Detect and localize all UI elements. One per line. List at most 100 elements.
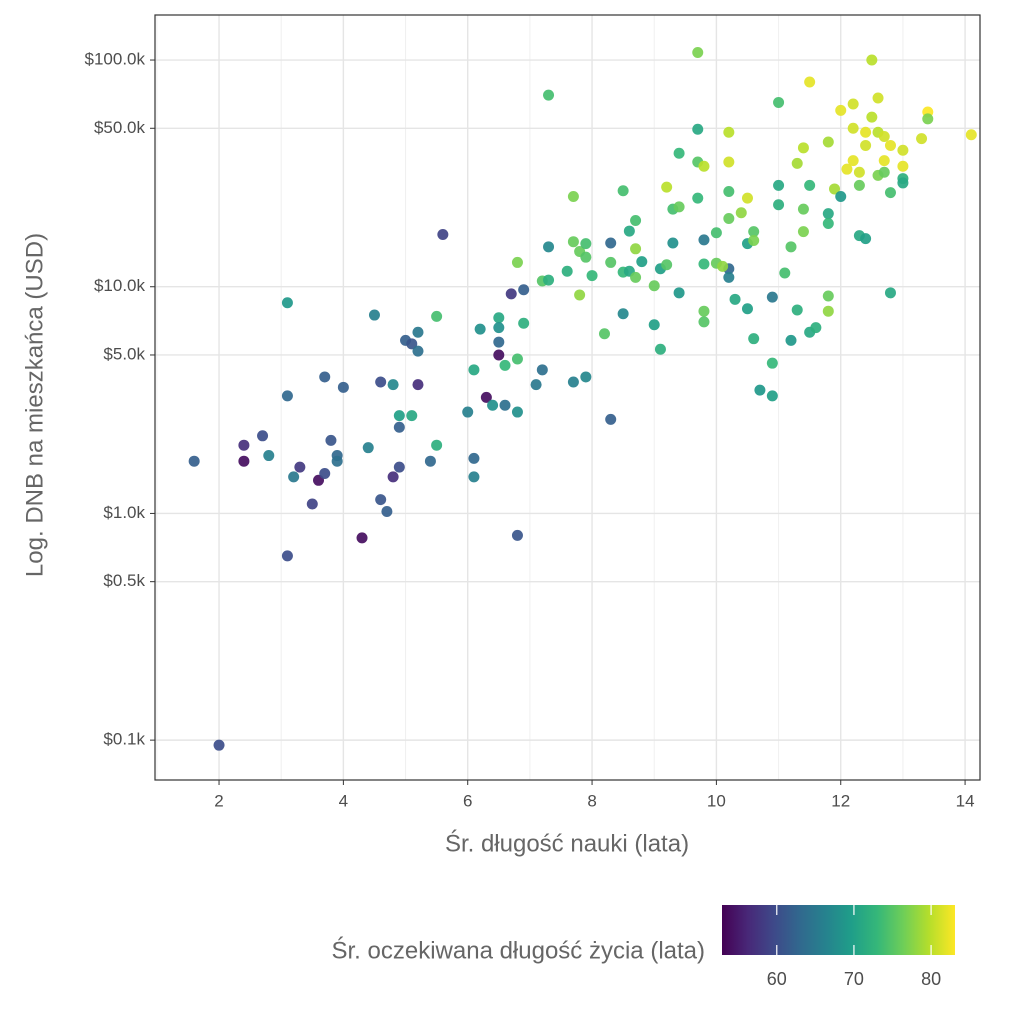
point bbox=[356, 532, 368, 544]
point bbox=[580, 238, 592, 250]
point bbox=[866, 54, 878, 66]
point bbox=[511, 529, 523, 541]
point bbox=[847, 122, 859, 134]
point bbox=[735, 207, 747, 219]
point bbox=[835, 104, 847, 116]
y-tick-label: $0.5k bbox=[103, 571, 145, 590]
point bbox=[860, 233, 872, 245]
point bbox=[822, 290, 834, 302]
point bbox=[574, 289, 586, 301]
point bbox=[797, 142, 809, 154]
point bbox=[536, 364, 548, 376]
point bbox=[580, 371, 592, 383]
y-tick-label: $50.0k bbox=[94, 118, 146, 137]
point bbox=[375, 494, 387, 506]
point bbox=[424, 455, 436, 467]
x-tick-label: 6 bbox=[463, 791, 472, 810]
point bbox=[543, 89, 555, 101]
point bbox=[804, 76, 816, 88]
colorbar-tick-label: 60 bbox=[767, 969, 787, 989]
x-tick-label: 2 bbox=[214, 791, 223, 810]
y-tick-label: $100.0k bbox=[85, 50, 146, 69]
point bbox=[723, 186, 735, 198]
point bbox=[238, 439, 250, 451]
point bbox=[406, 410, 418, 422]
point bbox=[717, 260, 729, 272]
point bbox=[468, 364, 480, 376]
point bbox=[393, 461, 405, 473]
point bbox=[648, 319, 660, 331]
point bbox=[748, 234, 760, 246]
x-tick-label: 10 bbox=[707, 791, 726, 810]
point bbox=[692, 192, 704, 204]
point bbox=[822, 208, 834, 220]
point bbox=[723, 156, 735, 168]
point bbox=[636, 256, 648, 268]
point bbox=[661, 181, 673, 193]
point bbox=[791, 157, 803, 169]
point bbox=[698, 316, 710, 328]
point bbox=[412, 345, 424, 357]
point bbox=[766, 291, 778, 303]
point bbox=[530, 379, 542, 391]
point bbox=[878, 166, 890, 178]
point bbox=[878, 130, 890, 142]
point bbox=[847, 98, 859, 110]
point bbox=[561, 265, 573, 277]
point bbox=[511, 353, 523, 365]
point bbox=[518, 284, 530, 296]
x-tick-label: 12 bbox=[831, 791, 850, 810]
point bbox=[375, 376, 387, 388]
point bbox=[518, 317, 530, 329]
point bbox=[741, 192, 753, 204]
point bbox=[779, 267, 791, 279]
point bbox=[499, 399, 511, 411]
grid bbox=[155, 15, 980, 780]
y-tick-label: $10.0k bbox=[94, 276, 146, 295]
point bbox=[505, 288, 517, 300]
point bbox=[412, 326, 424, 338]
point bbox=[493, 312, 505, 324]
point bbox=[468, 471, 480, 483]
y-tick-label: $5.0k bbox=[103, 344, 145, 363]
y-tick-label: $0.1k bbox=[103, 730, 145, 749]
point bbox=[785, 241, 797, 253]
point bbox=[804, 179, 816, 191]
point bbox=[729, 293, 741, 305]
point bbox=[281, 550, 293, 562]
point bbox=[897, 144, 909, 156]
point bbox=[543, 274, 555, 286]
point bbox=[319, 468, 331, 480]
point bbox=[431, 439, 443, 451]
point bbox=[878, 155, 890, 167]
point bbox=[437, 228, 449, 240]
point bbox=[319, 371, 331, 383]
point bbox=[630, 271, 642, 283]
point bbox=[580, 251, 592, 263]
point bbox=[617, 308, 629, 320]
point bbox=[468, 452, 480, 464]
point bbox=[393, 410, 405, 422]
point bbox=[281, 297, 293, 309]
point bbox=[797, 203, 809, 215]
point bbox=[337, 381, 349, 393]
point bbox=[897, 160, 909, 172]
point bbox=[741, 303, 753, 315]
point bbox=[692, 123, 704, 135]
point bbox=[773, 199, 785, 211]
point bbox=[766, 390, 778, 402]
point bbox=[860, 139, 872, 151]
point bbox=[773, 179, 785, 191]
colorbar-tick-label: 70 bbox=[844, 969, 864, 989]
point bbox=[916, 133, 928, 145]
point bbox=[462, 406, 474, 418]
point bbox=[474, 323, 486, 335]
point bbox=[331, 455, 343, 467]
point bbox=[238, 455, 250, 467]
point bbox=[884, 287, 896, 299]
point bbox=[567, 236, 579, 248]
point bbox=[605, 237, 617, 249]
point bbox=[393, 421, 405, 433]
point bbox=[698, 305, 710, 317]
point bbox=[822, 218, 834, 230]
